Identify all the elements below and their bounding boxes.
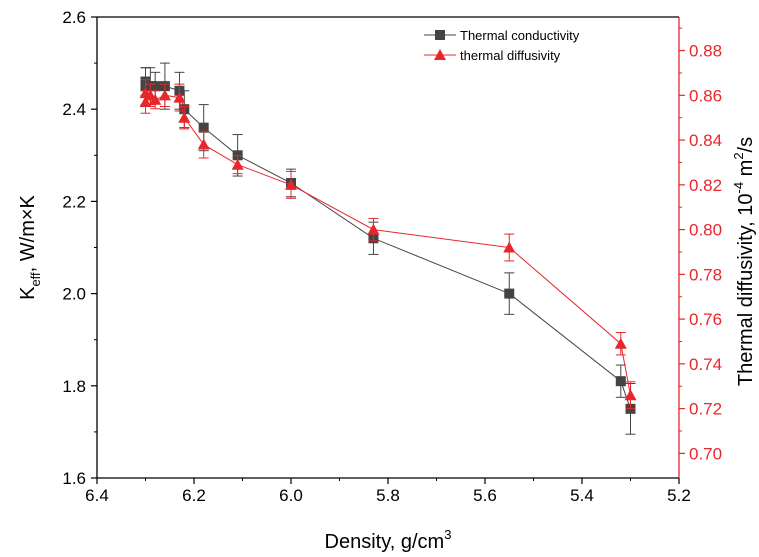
data-point-triangle <box>614 337 627 349</box>
legend-marker-triangle <box>434 49 446 60</box>
x-tick-label: 6.2 <box>182 486 206 505</box>
y-right-tick-label: 0.78 <box>689 265 722 284</box>
data-point-triangle <box>231 158 244 170</box>
y-right-tick-label: 0.82 <box>689 176 722 195</box>
series-line <box>145 81 631 410</box>
y-left-tick-label: 1.6 <box>62 469 86 488</box>
y-left-tick-label: 2.2 <box>62 192 86 211</box>
data-point-triangle <box>197 138 210 150</box>
x-tick-label: 5.8 <box>376 486 400 505</box>
legend-label: Thermal conductivity <box>460 28 580 43</box>
y-right-tick-label: 0.72 <box>689 400 722 419</box>
data-point-triangle <box>367 223 380 235</box>
legend-label: thermal diffusivity <box>460 48 561 63</box>
data-point-triangle <box>503 241 516 253</box>
y-left-tick-label: 2.0 <box>62 285 86 304</box>
data-point-square <box>615 376 626 387</box>
y-right-tick-label: 0.88 <box>689 42 722 61</box>
series-thermal-diffusivity <box>139 79 637 410</box>
data-point-triangle <box>149 93 162 105</box>
y-right-tick-label: 0.74 <box>689 355 722 374</box>
data-point-square <box>150 81 161 92</box>
data-point-square <box>198 122 209 133</box>
y-right-tick-label: 0.84 <box>689 131 722 150</box>
legend: Thermal conductivity thermal diffusivity <box>424 28 580 63</box>
y-right-tick-label: 0.76 <box>689 310 722 329</box>
y-right-tick-label: 0.70 <box>689 444 722 463</box>
y-left-tick-label: 2.4 <box>62 100 86 119</box>
y-left-tick-label: 2.6 <box>62 8 86 27</box>
data-point-triangle <box>158 89 171 101</box>
y-right-tick-label: 0.80 <box>689 221 722 240</box>
y-right-axis-title: Thermal diffusivity, 10-4 m2/s <box>731 137 757 386</box>
data-point-triangle <box>285 178 297 190</box>
y-left-tick-label: 1.8 <box>62 377 86 396</box>
y-left-axis-title: Keff, W/m×K <box>17 194 43 299</box>
legend-marker-square <box>435 30 445 40</box>
x-axis-title: Density, g/cm3 <box>325 527 452 553</box>
data-point-triangle <box>624 389 637 401</box>
x-tick-label: 6.4 <box>85 486 109 505</box>
x-tick-label: 5.4 <box>570 486 594 505</box>
series-thermal-conductivity <box>140 62 636 435</box>
x-tick-label: 5.6 <box>473 486 497 505</box>
x-tick-label: 6.0 <box>279 486 303 505</box>
data-point-triangle <box>173 91 186 103</box>
x-tick-label: 5.2 <box>667 486 691 505</box>
y-right-tick-label: 0.86 <box>689 86 722 105</box>
data-point-triangle <box>178 111 191 123</box>
data-point-square <box>504 288 515 299</box>
